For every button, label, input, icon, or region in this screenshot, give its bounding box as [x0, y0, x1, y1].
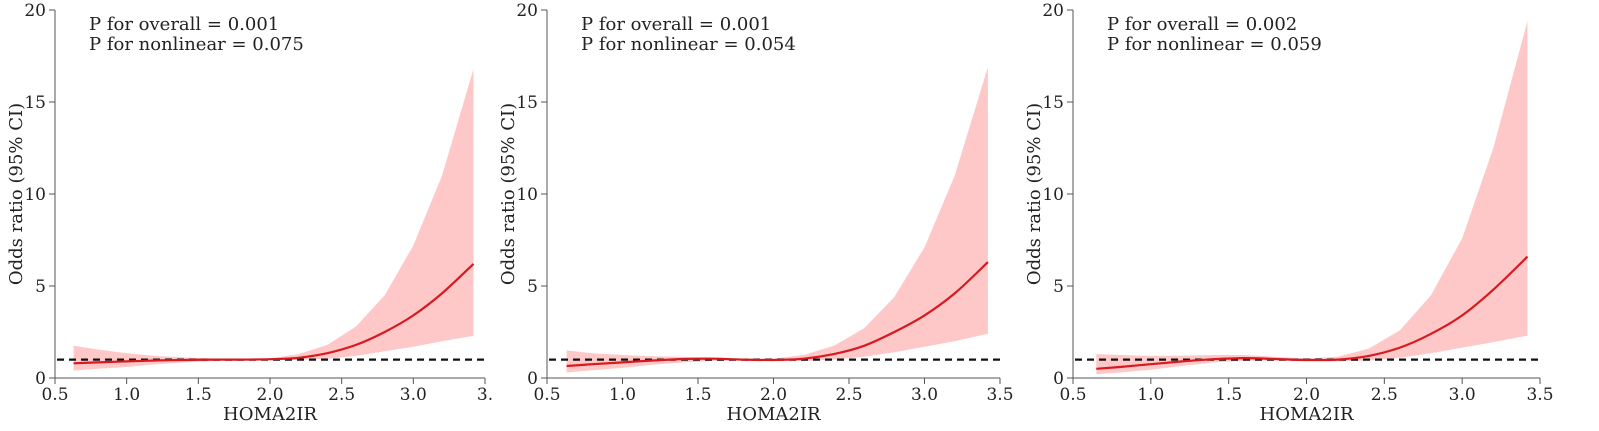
y-tick-label: 5: [1053, 277, 1064, 297]
x-tick-label: 3.5: [1526, 385, 1553, 405]
p-value-annotation: P for nonlinear = 0.075: [89, 34, 304, 55]
x-tick-label: 1.5: [684, 385, 711, 405]
y-tick-label: 15: [24, 93, 46, 113]
chart-panel-3: 0 5 10 15 20 0.5 1.0 1.5 2.0 2.5 3.0 3.5 HOMA2IR Odds…: [1024, 1, 1554, 425]
ci-band: [73, 68, 474, 371]
y-tick-label: 0: [1053, 369, 1064, 389]
y-tick-label: 20: [1042, 1, 1064, 21]
y-tick-label: 10: [1042, 185, 1064, 205]
x-tick-label: 2.0: [760, 385, 787, 405]
x-tick-label: 1.5: [1215, 385, 1242, 405]
x-tick-label: 3.0: [911, 385, 938, 405]
y-tick-label: 5: [35, 277, 46, 297]
x-tick-label: 1.5: [185, 385, 212, 405]
y-axis-title: Odds ratio (95% CI): [6, 103, 27, 285]
x-tick-label: 0.5: [1059, 385, 1086, 405]
x-tick-label: 0.5: [41, 385, 68, 405]
x-tick-label: 1.0: [1137, 385, 1164, 405]
y-tick-label: 20: [24, 1, 46, 21]
x-tick-label: 3.0: [400, 385, 427, 405]
ci-band: [566, 67, 988, 373]
p-value-annotation: P for nonlinear = 0.054: [581, 34, 796, 55]
y-tick-label: 10: [24, 185, 46, 205]
y-axis-title: Odds ratio (95% CI): [498, 103, 519, 285]
y-tick-label: 20: [516, 1, 538, 21]
y-axis-title: Odds ratio (95% CI): [1024, 103, 1045, 285]
x-axis-title: HOMA2IR: [727, 404, 821, 425]
ci-band: [1096, 21, 1528, 375]
estimate-line: [73, 263, 475, 365]
p-value-annotation: P for overall = 0.002: [1107, 14, 1297, 35]
x-tick-label: 2.5: [835, 385, 862, 405]
y-tick-label: 10: [516, 185, 538, 205]
x-tick-label: 2.5: [1371, 385, 1398, 405]
estimate-line: [1096, 255, 1529, 370]
x-tick-label: 2.5: [328, 385, 355, 405]
y-tick-label: 5: [527, 277, 538, 297]
x-tick-label: 0.5: [533, 385, 560, 405]
chart-panel-2: 0 5 10 15 20 0.5 1.0 1.5 2.0 2.5 3.0 3.5 HOMA2IR Odds…: [498, 1, 1014, 425]
y-tick-label: 15: [1042, 93, 1064, 113]
x-tick-label: 1.0: [609, 385, 636, 405]
x-axis-title: HOMA2IR: [223, 404, 317, 425]
p-value-annotation: P for nonlinear = 0.059: [1107, 34, 1322, 55]
y-tick-label: 15: [516, 93, 538, 113]
estimate-line: [566, 261, 989, 368]
y-tick-label: 0: [527, 369, 538, 389]
p-value-annotation: P for overall = 0.001: [581, 14, 771, 35]
x-tick-label: 1.0: [113, 385, 140, 405]
x-tick-label: 2.0: [256, 385, 283, 405]
x-tick-label: 2.0: [1293, 385, 1320, 405]
x-tick-label: 3.5: [986, 385, 1013, 405]
chart-panel-1: 0 5 10 15 20 0.5 1.0 1.5 2.0 2.5 3.0 3. HOMA2IR Odds …: [6, 1, 493, 425]
x-tick-label: 3.0: [1449, 385, 1476, 405]
x-tick-label: 3.: [477, 385, 493, 405]
x-axis-title: HOMA2IR: [1260, 404, 1354, 425]
y-tick-label: 0: [35, 369, 46, 389]
p-value-annotation: P for overall = 0.001: [89, 14, 279, 35]
